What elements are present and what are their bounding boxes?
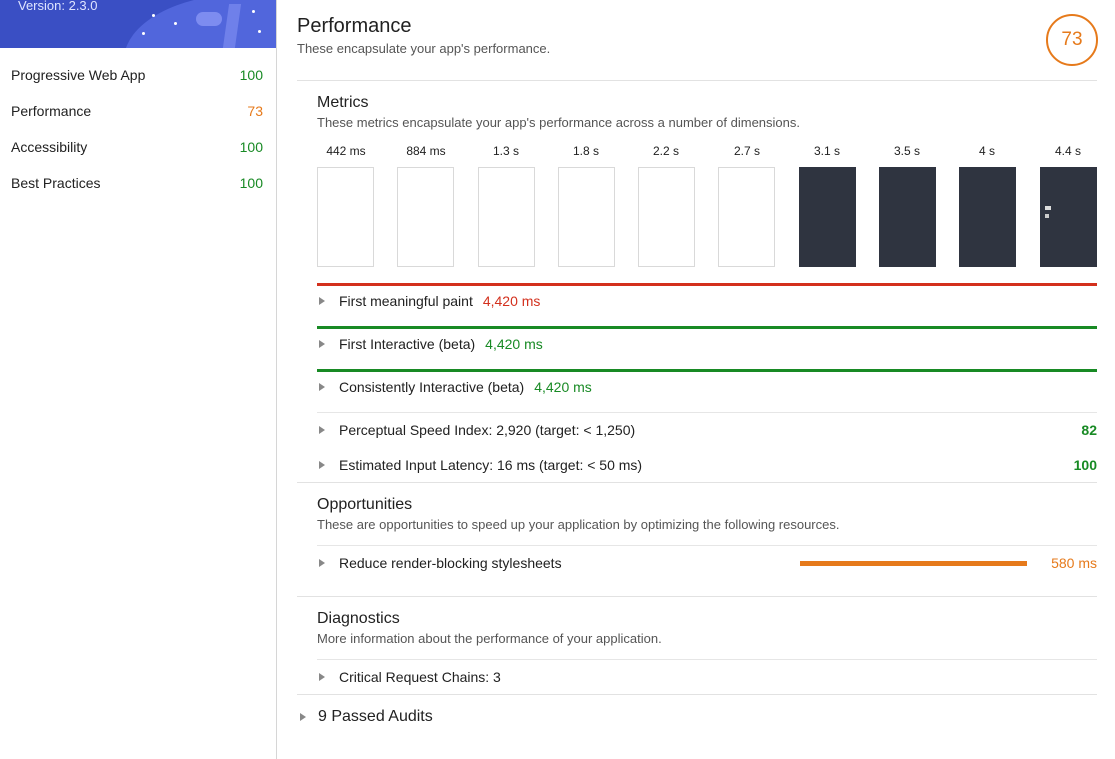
opportunity-render-blocking-stylesheets[interactable]: Reduce render-blocking stylesheets [317,551,1097,575]
metric-first-interactive[interactable]: First Interactive (beta) 4,420 ms [317,332,1097,356]
expand-triangle-icon [319,673,325,681]
filmstrip-frame [397,167,454,267]
gauge-score: 73 [1061,29,1083,50]
diagnostic-critical-request-chains[interactable]: Critical Request Chains: 3 [317,665,1097,689]
expand-triangle-icon [319,461,325,469]
star-icon [252,10,255,13]
expand-triangle-icon [319,559,325,567]
cloud-icon [196,12,222,26]
metric-consistently-interactive[interactable]: Consistently Interactive (beta) 4,420 ms [317,375,1097,399]
opportunity-savings-bar [800,561,1027,566]
metric-perceptual-speed-index[interactable]: Perceptual Speed Index: 2,920 (target: <… [317,418,1097,442]
metrics-description: These metrics encapsulate your app's per… [317,115,800,130]
opportunities-title: Opportunities [317,496,413,513]
metric-value: 4,420 ms [482,293,541,309]
sidebar-item-best-practices[interactable]: Best Practices 100 [11,172,263,194]
divider [317,412,1097,413]
star-icon [142,32,145,35]
sidebar: Version: 2.3.0 Progressive Web App 100 P… [0,0,277,759]
star-icon [174,22,177,25]
sidebar-item-label: Accessibility [11,139,88,155]
filmstrip-time-label: 1.8 s [572,144,599,158]
expand-triangle-icon [300,713,306,721]
sidebar-item-accessibility[interactable]: Accessibility 100 [11,136,263,158]
sidebar-item-score: 100 [239,67,263,83]
sidebar-item-performance[interactable]: Performance 73 [11,100,263,122]
version-label: Version: 2.3.0 [18,0,98,13]
expand-triangle-icon [319,340,325,348]
metric-first-meaningful-paint[interactable]: First meaningful paint 4,420 ms [317,289,1097,313]
sidebar-item-score: 73 [247,103,263,119]
filmstrip-time-label: 4.4 s [1054,144,1081,158]
metric-status-bar-pass [317,326,1097,329]
opportunity-savings-value: 580 ms [1051,555,1097,571]
filmstrip-time-label: 3.5 s [893,144,920,158]
expand-triangle-icon [319,297,325,305]
divider [317,545,1097,546]
divider [297,80,1097,81]
metric-label: First Interactive (beta) [339,336,476,352]
divider [297,596,1097,597]
expand-triangle-icon [319,383,325,391]
filmstrip-time-label: 884 ms [406,144,446,158]
filmstrip-frame [317,167,374,267]
metric-status-bar-pass [317,369,1097,372]
metric-status-bar-fail [317,283,1097,286]
metric-label: Perceptual Speed Index: 2,920 (target: <… [339,422,636,438]
expand-triangle-icon [319,426,325,434]
lighthouse-banner: Version: 2.3.0 [0,0,276,48]
passed-audits-toggle[interactable]: 9 Passed Audits [297,706,433,728]
metric-score: 100 [1073,457,1097,473]
filmstrip-frame [558,167,615,267]
opportunities-description: These are opportunities to speed up your… [317,517,840,532]
sidebar-item-score: 100 [239,139,263,155]
sidebar-item-score: 100 [239,175,263,191]
filmstrip-time-label: 3.1 s [813,144,840,158]
diagnostics-title: Diagnostics [317,610,400,627]
filmstrip-time-label: 1.3 s [492,144,519,158]
metric-label: First meaningful paint [339,293,473,309]
metric-value: 4,420 ms [534,379,592,395]
filmstrip-frame [478,167,535,267]
divider [297,482,1097,483]
page-subtitle: These encapsulate your app's performance… [297,41,551,56]
filmstrip-time-label: 4 s [978,144,995,158]
star-icon [258,30,261,33]
diagnostic-label: Critical Request Chains: 3 [339,669,501,685]
frame-content-thumbnail [1045,214,1049,218]
divider [297,694,1097,695]
star-icon [152,14,155,17]
filmstrip-time-label: 442 ms [326,144,366,158]
metric-value: 4,420 ms [485,336,543,352]
filmstrip-frame [718,167,775,267]
passed-audits-label: 9 Passed Audits [318,708,433,725]
metrics-title: Metrics [317,94,369,111]
metric-estimated-input-latency[interactable]: Estimated Input Latency: 16 ms (target: … [317,453,1097,477]
sidebar-item-pwa[interactable]: Progressive Web App 100 [11,64,263,86]
frame-content-thumbnail [1045,206,1051,210]
page-title: Performance [297,15,412,37]
divider [317,659,1097,660]
sidebar-item-label: Best Practices [11,175,101,191]
filmstrip-frame [1040,167,1097,267]
filmstrip-frame [959,167,1016,267]
filmstrip-frame [799,167,856,267]
filmstrip-time-label: 2.2 s [652,144,679,158]
performance-score-gauge: 73 [1046,14,1098,66]
filmstrip-frame [879,167,936,267]
opportunity-label: Reduce render-blocking stylesheets [339,555,562,571]
filmstrip-time-label: 2.7 s [733,144,760,158]
filmstrip-frame [638,167,695,267]
metric-label: Estimated Input Latency: 16 ms (target: … [339,457,643,473]
metric-score: 82 [1081,422,1097,438]
main-content: Performance These encapsulate your app's… [297,0,1098,759]
sidebar-item-label: Performance [11,103,92,119]
metric-label: Consistently Interactive (beta) [339,379,525,395]
sidebar-item-label: Progressive Web App [11,67,146,83]
diagnostics-description: More information about the performance o… [317,631,662,646]
